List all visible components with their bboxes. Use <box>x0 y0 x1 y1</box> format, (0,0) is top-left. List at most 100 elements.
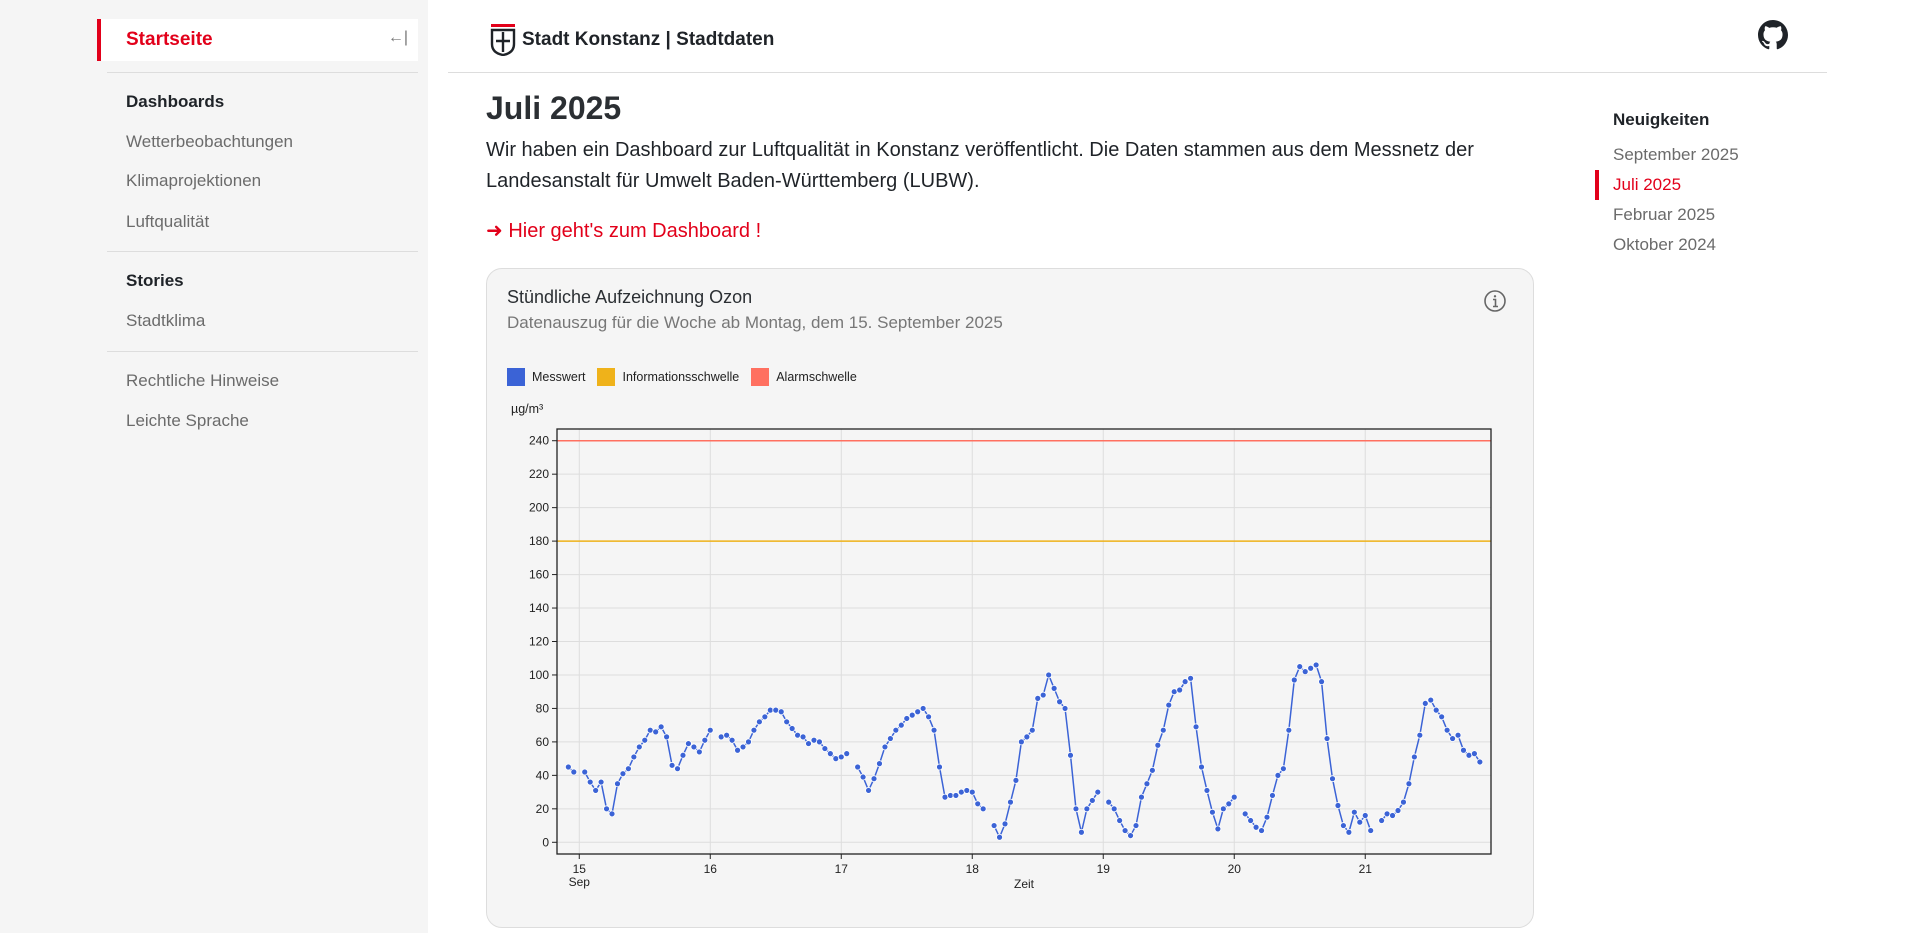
legend-item-informationsschwelle[interactable]: Informationsschwelle <box>597 368 739 386</box>
data-point <box>1340 822 1347 829</box>
x-tick-label: 15 <box>573 862 587 876</box>
sidebar-item-stadtklima[interactable]: Stadtklima <box>126 311 206 330</box>
data-point <box>805 740 812 747</box>
sidebar-item-leichte-sprache[interactable]: Leichte Sprache <box>126 411 249 430</box>
data-point <box>788 725 796 732</box>
y-tick-label: 60 <box>536 735 550 749</box>
y-tick-label: 220 <box>529 467 549 481</box>
data-point <box>1198 763 1205 771</box>
data-point <box>1121 827 1129 834</box>
data-point <box>1394 807 1402 814</box>
data-point <box>1176 686 1184 694</box>
sidebar-item-wetterbeobachtungen[interactable]: Wetterbeobachtungen <box>126 132 293 151</box>
data-point <box>745 738 752 746</box>
data-point <box>1443 726 1451 734</box>
data-point <box>952 792 960 799</box>
data-point <box>826 750 834 758</box>
data-point <box>635 743 643 751</box>
data-point <box>990 822 998 829</box>
data-point <box>581 768 589 776</box>
data-point <box>1105 798 1113 806</box>
y-tick-label: 20 <box>536 802 550 816</box>
intro-text: Wir haben ein Dashboard zur Luftqualität… <box>486 139 1474 192</box>
data-point <box>1460 746 1467 754</box>
data-point <box>1028 726 1036 734</box>
github-icon[interactable] <box>1758 20 1788 50</box>
data-point <box>701 736 709 744</box>
data-point <box>1230 793 1238 801</box>
x-tick-label: 17 <box>835 862 849 876</box>
legend-swatch <box>507 368 525 386</box>
data-point <box>1072 805 1080 813</box>
toc-item[interactable]: Juli 2025 <box>1613 175 1682 194</box>
data-point <box>630 753 638 761</box>
divider <box>107 72 418 73</box>
legend-item-messwert[interactable]: Messwert <box>507 368 585 386</box>
sidebar-item-klimaprojektionen[interactable]: Klimaprojektionen <box>126 171 262 190</box>
data-point <box>1350 808 1358 816</box>
data-point <box>1203 787 1211 794</box>
data-point <box>570 768 578 776</box>
brand-logo-link[interactable]: Stadt Konstanz | Stadtdaten <box>490 24 774 56</box>
sidebar-item-rechtliche-hinweise[interactable]: Rechtliche Hinweise <box>126 371 280 390</box>
info-icon[interactable] <box>1483 289 1507 313</box>
data-point <box>996 833 1003 841</box>
series-line-segment <box>1244 663 1372 834</box>
data-point <box>1039 691 1047 699</box>
data-point <box>1454 731 1462 739</box>
data-point <box>876 760 883 768</box>
chart-title: Stündliche Aufzeichnung Ozon <box>507 287 753 307</box>
data-point <box>1017 738 1025 746</box>
data-point <box>728 736 736 744</box>
toc-item[interactable]: Oktober 2024 <box>1613 235 1717 254</box>
y-tick-label: 160 <box>529 568 549 582</box>
data-point <box>816 738 823 746</box>
data-point <box>586 778 594 786</box>
sidebar-item-luftqualitaet[interactable]: Luftqualität <box>126 212 210 231</box>
data-point <box>1247 817 1255 824</box>
data-point <box>1356 818 1364 826</box>
data-point <box>1214 825 1222 833</box>
data-point <box>919 705 927 712</box>
toc-item[interactable]: Februar 2025 <box>1613 205 1716 224</box>
data-point <box>657 723 665 731</box>
legend-swatch <box>597 368 616 386</box>
data-point <box>663 733 671 741</box>
data-point <box>974 800 982 808</box>
data-point <box>1138 793 1145 801</box>
collapse-sidebar-icon[interactable]: ←| <box>387 29 408 46</box>
divider <box>107 251 418 252</box>
data-point <box>592 787 600 794</box>
section-heading-dashboards: Dashboards <box>126 92 225 111</box>
data-point <box>679 751 687 759</box>
home-label: Startseite <box>126 29 213 50</box>
data-point <box>1421 700 1429 707</box>
data-point <box>881 743 889 751</box>
data-point <box>603 805 610 813</box>
toc-item[interactable]: September 2025 <box>1613 145 1739 164</box>
data-point <box>1318 678 1325 686</box>
data-point <box>1329 775 1336 783</box>
data-point <box>1209 808 1216 816</box>
y-axis-label: µg/m³ <box>511 402 544 416</box>
data-point <box>1416 731 1424 739</box>
legend-item-alarmschwelle[interactable]: Alarmschwelle <box>751 368 857 386</box>
data-point <box>624 765 632 773</box>
series-line-segment <box>856 707 984 810</box>
data-point <box>777 708 785 716</box>
y-tick-label: 140 <box>529 601 549 615</box>
data-point <box>1148 766 1156 774</box>
data-point <box>783 718 791 726</box>
data-point <box>1154 741 1162 749</box>
legend-swatch <box>751 368 770 386</box>
data-point <box>1405 780 1413 788</box>
data-point <box>1078 828 1085 836</box>
section-heading-stories: Stories <box>126 271 184 290</box>
data-point <box>619 770 627 778</box>
x-tick-label: 20 <box>1228 862 1242 876</box>
data-point <box>1050 684 1058 692</box>
sidebar-item-home[interactable]: Startseite ←| <box>97 19 418 61</box>
series-line-segment <box>993 672 1099 840</box>
dashboard-link[interactable]: ➜ Hier geht's zum Dashboard ! <box>486 220 762 242</box>
